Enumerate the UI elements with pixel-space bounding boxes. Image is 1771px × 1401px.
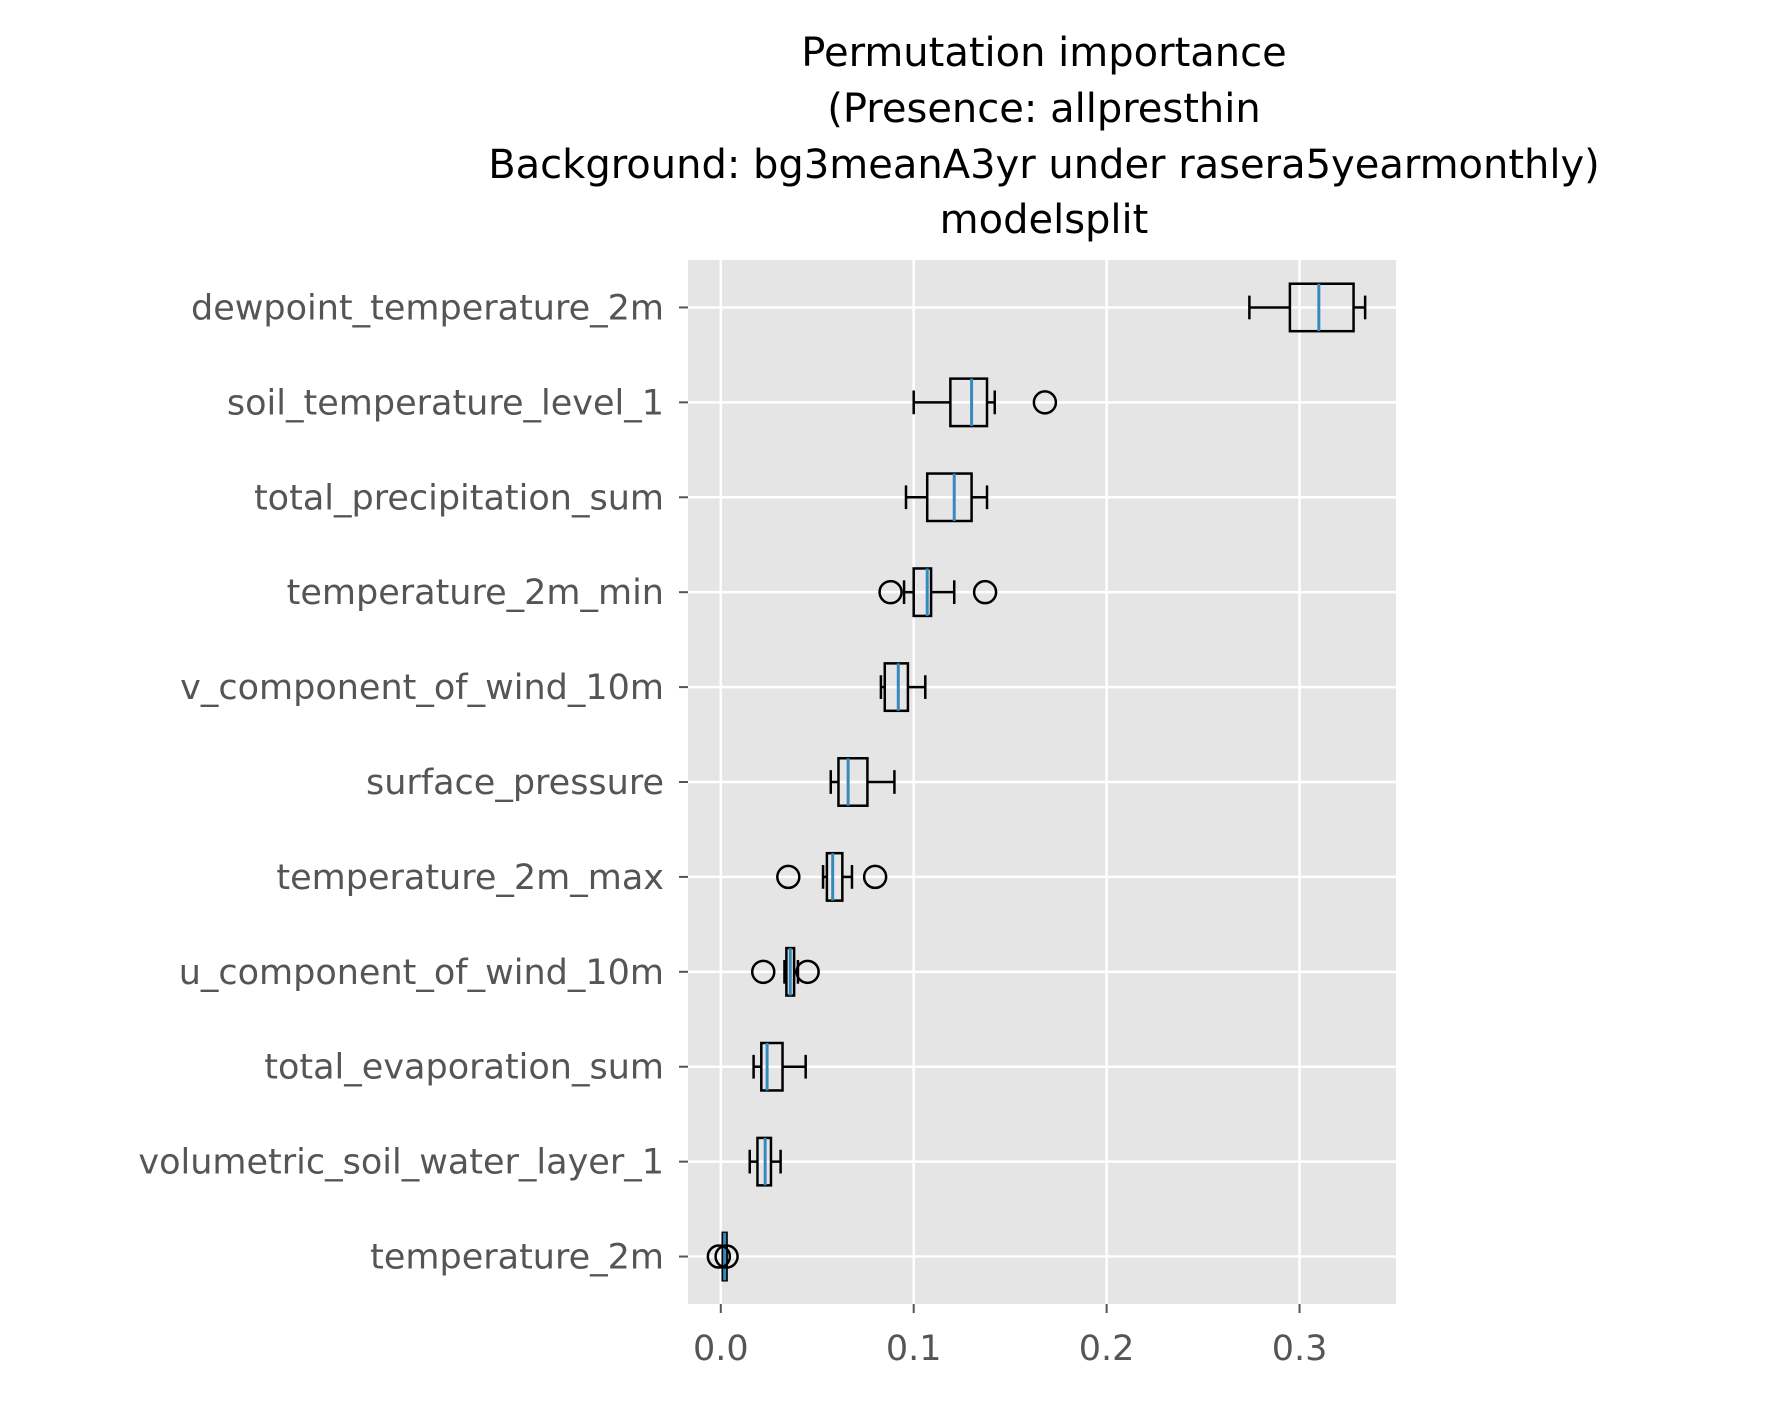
- box-volumetric_soil_water_layer_1: [748, 1136, 782, 1187]
- box-temperature_2m_max: [776, 851, 888, 902]
- outlier-point: [795, 959, 820, 985]
- x-tick-label: 0.2: [1079, 1329, 1135, 1369]
- box-surface_pressure: [829, 757, 896, 807]
- outlier-point: [862, 864, 888, 890]
- outlier-point: [706, 1244, 732, 1269]
- x-axis-ticks: 0.0 0.1 0.2 0.3: [693, 1304, 1327, 1369]
- chart-title-line-3: Background: bg3meanA3yr under rasera5yea…: [488, 142, 1600, 188]
- iqr-box: [825, 851, 844, 902]
- y-tick-label: temperature_2m: [370, 1238, 664, 1278]
- y-tick-label: surface_pressure: [366, 763, 664, 803]
- y-tick-label: temperature_2m_max: [276, 858, 664, 898]
- y-tick-label: soil_temperature_level_1: [227, 383, 664, 423]
- chart-title-line-4: modelsplit: [940, 197, 1149, 243]
- box-u_component_of_wind_10m: [750, 946, 820, 997]
- iqr-box: [1288, 282, 1355, 333]
- x-tick-label: 0.1: [886, 1329, 942, 1369]
- iqr-box: [760, 1041, 784, 1092]
- y-tick-label: total_precipitation_sum: [254, 478, 664, 518]
- outlier-point: [1032, 390, 1058, 415]
- box-total_precipitation_sum: [904, 472, 989, 523]
- grid-lines: [688, 260, 1396, 1304]
- chart-title: Permutation importance (Presence: allpre…: [488, 30, 1600, 243]
- y-axis-ticks: dewpoint_temperature_2m soil_temperature_…: [138, 288, 688, 1278]
- chart-title-line-2: (Presence: allpresthin: [827, 86, 1260, 132]
- y-tick-label: u_component_of_wind_10m: [179, 953, 664, 993]
- iqr-box: [925, 472, 973, 523]
- outlier-point: [776, 864, 801, 890]
- box-dewpoint_temperature_2m: [1248, 282, 1367, 333]
- iqr-box: [883, 662, 910, 713]
- y-tick-label: volumetric_soil_water_layer_1: [138, 1143, 664, 1183]
- box-temperature_2m_min: [878, 567, 998, 618]
- y-tick-label: temperature_2m_min: [287, 573, 664, 613]
- box-temperature_2m: [706, 1231, 739, 1282]
- chart-title-line-1: Permutation importance: [801, 30, 1286, 76]
- box-v_component_of_wind_10m: [879, 662, 927, 713]
- iqr-box: [949, 377, 989, 428]
- box-soil_temperature_level_1: [912, 377, 1058, 428]
- box-total_evaporation_sum: [752, 1041, 807, 1092]
- outlier-point: [714, 1244, 739, 1269]
- x-tick-label: 0.3: [1272, 1329, 1328, 1369]
- y-tick-label: v_component_of_wind_10m: [180, 668, 664, 708]
- x-tick-label: 0.0: [693, 1329, 749, 1369]
- y-tick-label: total_evaporation_sum: [264, 1048, 664, 1088]
- y-tick-label: dewpoint_temperature_2m: [191, 288, 664, 328]
- box-plots: [706, 282, 1367, 1282]
- outlier-point: [972, 579, 998, 605]
- outlier-point: [878, 579, 903, 605]
- iqr-box: [837, 757, 869, 807]
- outlier-point: [750, 959, 776, 985]
- iqr-box: [912, 567, 933, 618]
